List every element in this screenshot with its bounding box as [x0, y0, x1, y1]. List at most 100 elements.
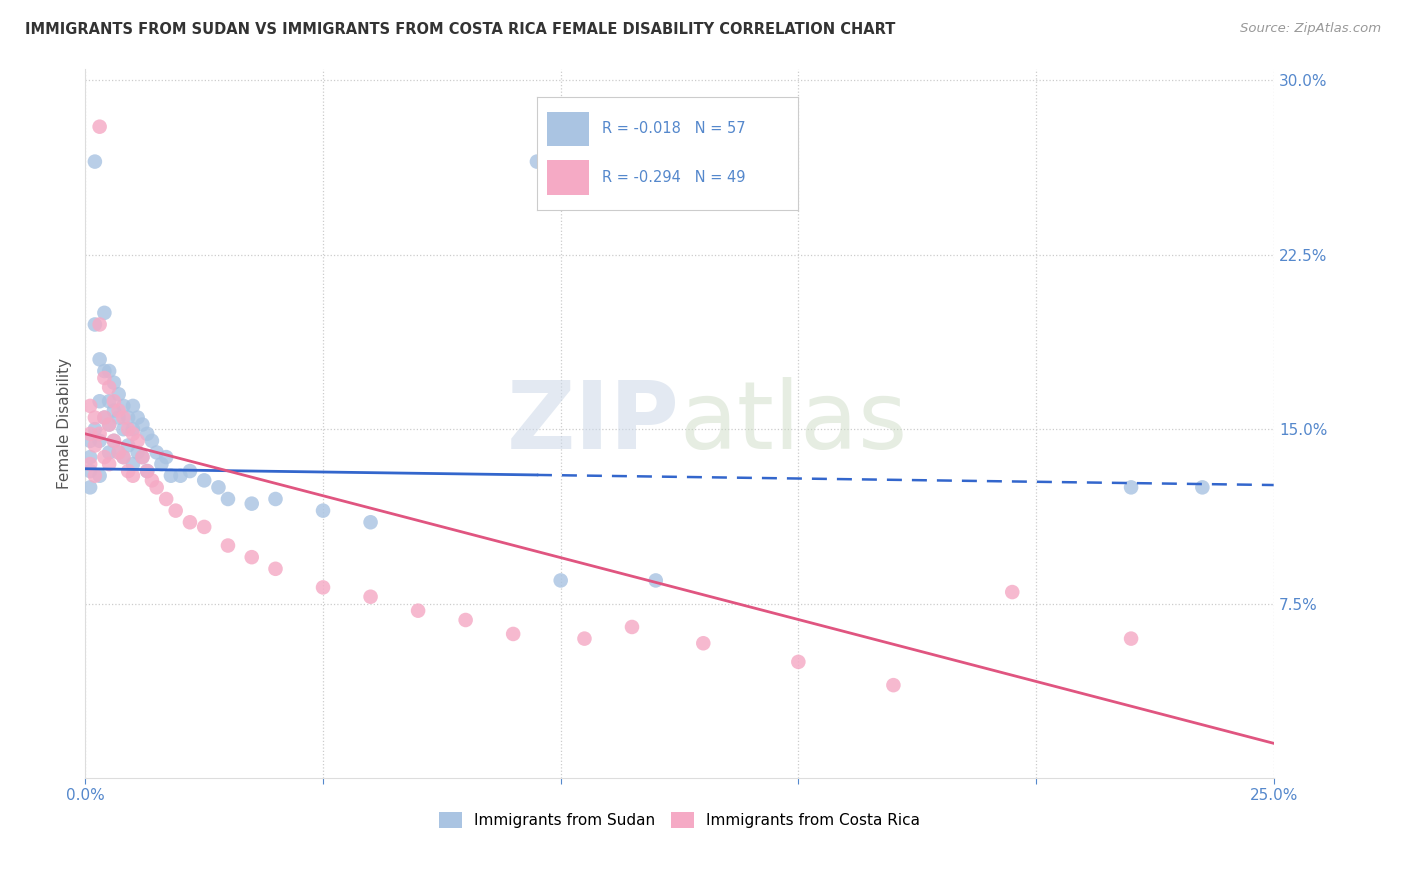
- Point: [145, 480, 167, 494]
- Point: [112, 410, 135, 425]
- Point: [160, 468, 183, 483]
- Point: [93, 364, 115, 378]
- Point: [360, 590, 382, 604]
- Text: Source: ZipAtlas.com: Source: ZipAtlas.com: [1240, 22, 1381, 36]
- Point: [240, 497, 263, 511]
- Point: [107, 403, 129, 417]
- Point: [103, 394, 125, 409]
- Point: [122, 426, 145, 441]
- Point: [136, 464, 159, 478]
- Point: [141, 434, 163, 448]
- Point: [136, 426, 159, 441]
- Point: [103, 376, 125, 390]
- Point: [217, 491, 239, 506]
- Point: [264, 562, 287, 576]
- Point: [79, 464, 101, 478]
- Point: [127, 445, 149, 459]
- Point: [93, 410, 115, 425]
- Point: [79, 457, 101, 471]
- Point: [1191, 480, 1213, 494]
- Point: [112, 450, 135, 464]
- Point: [89, 468, 111, 483]
- Point: [117, 438, 139, 452]
- Point: [107, 445, 129, 459]
- Point: [83, 154, 105, 169]
- Point: [103, 434, 125, 448]
- Point: [141, 474, 163, 488]
- Point: [117, 422, 139, 436]
- Point: [217, 539, 239, 553]
- Point: [98, 364, 121, 378]
- Point: [882, 678, 904, 692]
- Text: ZIP: ZIP: [506, 377, 679, 469]
- Text: IMMIGRANTS FROM SUDAN VS IMMIGRANTS FROM COSTA RICA FEMALE DISABILITY CORRELATIO: IMMIGRANTS FROM SUDAN VS IMMIGRANTS FROM…: [25, 22, 896, 37]
- Point: [98, 445, 121, 459]
- Point: [179, 464, 201, 478]
- Point: [620, 620, 643, 634]
- Point: [155, 450, 177, 464]
- Text: atlas: atlas: [679, 377, 908, 469]
- Point: [502, 627, 524, 641]
- Point: [89, 352, 111, 367]
- Point: [122, 457, 145, 471]
- Point: [131, 417, 153, 432]
- Point: [83, 410, 105, 425]
- Point: [454, 613, 477, 627]
- Point: [83, 422, 105, 436]
- Point: [574, 632, 596, 646]
- Point: [155, 491, 177, 506]
- Point: [89, 318, 111, 332]
- Point: [107, 410, 129, 425]
- Point: [207, 480, 229, 494]
- Point: [145, 445, 167, 459]
- Point: [112, 422, 135, 436]
- Point: [79, 480, 101, 494]
- Point: [103, 434, 125, 448]
- Point: [193, 520, 215, 534]
- Point: [79, 434, 101, 448]
- Point: [122, 422, 145, 436]
- Point: [79, 399, 101, 413]
- Point: [131, 450, 153, 464]
- Point: [136, 464, 159, 478]
- Point: [117, 464, 139, 478]
- Point: [98, 380, 121, 394]
- Legend: Immigrants from Sudan, Immigrants from Costa Rica: Immigrants from Sudan, Immigrants from C…: [433, 806, 927, 834]
- Point: [1119, 632, 1142, 646]
- Point: [93, 371, 115, 385]
- Point: [644, 574, 666, 588]
- Point: [93, 410, 115, 425]
- Point: [89, 426, 111, 441]
- Point: [122, 468, 145, 483]
- Point: [360, 515, 382, 529]
- Point: [312, 503, 335, 517]
- Point: [98, 417, 121, 432]
- Point: [89, 120, 111, 134]
- Point: [89, 394, 111, 409]
- Y-axis label: Female Disability: Female Disability: [58, 358, 72, 489]
- Point: [83, 318, 105, 332]
- Point: [93, 450, 115, 464]
- Point: [179, 515, 201, 529]
- Point: [550, 574, 572, 588]
- Point: [122, 399, 145, 413]
- Point: [264, 491, 287, 506]
- Point: [1001, 585, 1024, 599]
- Point: [127, 410, 149, 425]
- Point: [117, 410, 139, 425]
- Point: [79, 450, 101, 464]
- Point: [240, 550, 263, 565]
- Point: [98, 417, 121, 432]
- Point: [112, 399, 135, 413]
- Point: [526, 154, 548, 169]
- Point: [83, 468, 105, 483]
- Point: [93, 306, 115, 320]
- Point: [406, 604, 429, 618]
- Point: [312, 581, 335, 595]
- Point: [103, 403, 125, 417]
- Point: [169, 468, 191, 483]
- Point: [150, 457, 173, 471]
- Point: [89, 434, 111, 448]
- Point: [79, 426, 101, 441]
- Point: [1119, 480, 1142, 494]
